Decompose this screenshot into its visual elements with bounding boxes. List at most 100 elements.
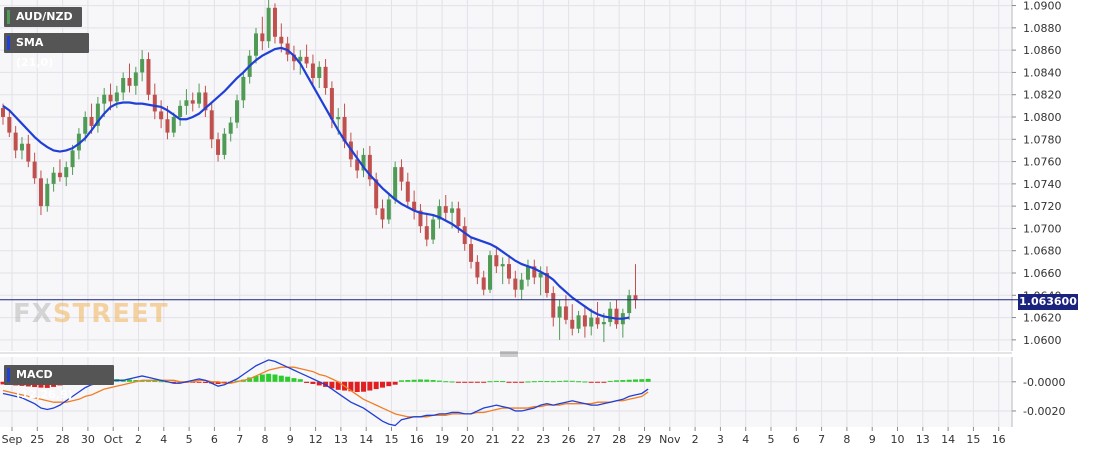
candle-body <box>310 63 315 78</box>
price-y-tick-label: 1.0600 <box>1023 334 1062 347</box>
candle-body <box>95 103 100 126</box>
candle-body <box>513 278 518 290</box>
macd-histogram-bar <box>329 381 335 389</box>
x-tick-label: 5 <box>768 433 775 446</box>
candle-body <box>260 33 265 42</box>
candle-body <box>235 100 240 123</box>
macd-histogram-bar <box>278 375 284 382</box>
x-tick-label: 14 <box>359 433 373 446</box>
macd-signal-line <box>2 366 649 418</box>
macd-histogram-bar <box>430 380 436 382</box>
macd-histogram-bar <box>557 380 563 382</box>
candle-body <box>582 315 587 327</box>
candle-body <box>462 226 467 245</box>
candle-body <box>298 56 303 62</box>
x-tick-label: 28 <box>56 433 70 446</box>
candle-body <box>38 178 43 207</box>
candle-body <box>279 36 284 44</box>
macd-histogram-bar <box>462 381 468 383</box>
x-axis: Sep 25 28 30 Oct 2 4 5 6 7 8 9 12 13 14 15 16 19 20 21 22 23 2… <box>2 427 1006 446</box>
macd-histogram-bar <box>506 381 512 383</box>
candle-body <box>222 133 227 155</box>
macd-histogram-bar <box>316 381 322 386</box>
macd-histogram-bar <box>221 381 227 384</box>
x-tick-label: 7 <box>236 433 243 446</box>
macd-histogram-bar <box>398 380 404 382</box>
price-y-tick-label: 1.0680 <box>1023 245 1062 258</box>
x-tick-label: 8 <box>843 433 850 446</box>
candle-body <box>133 72 138 86</box>
x-tick-label: 16 <box>410 433 424 446</box>
candle-body <box>317 66 322 78</box>
macd-histogram-bar <box>348 381 354 392</box>
price-y-tick-label: 1.0840 <box>1023 66 1062 79</box>
x-tick-label: 27 <box>587 433 601 446</box>
candle-body <box>494 255 499 267</box>
grid-lines <box>0 0 1012 427</box>
macd-histogram-bar <box>633 379 638 382</box>
candle-body <box>336 117 341 120</box>
macd-histogram-bar <box>538 380 544 382</box>
candle-body <box>488 255 493 290</box>
x-tick-label: 22 <box>511 433 525 446</box>
macd-panel-background <box>0 357 1012 427</box>
macd-histogram-bar <box>455 381 461 383</box>
candle-body <box>557 306 562 318</box>
macd-histogram-bar <box>525 381 531 383</box>
candle-body <box>32 161 37 179</box>
candle-body <box>171 117 176 133</box>
candle-body <box>266 7 271 42</box>
candle-body <box>184 100 189 106</box>
macd-histogram-bar <box>417 379 423 382</box>
candle-body <box>374 179 379 209</box>
x-tick-label: 3 <box>717 433 724 446</box>
symbol-legend[interactable]: AUD/NZD <box>4 7 82 27</box>
sma-legend[interactable]: SMA (21,0) <box>4 33 89 69</box>
x-tick-label: 4 <box>160 433 167 446</box>
x-tick-label: Sep <box>2 433 23 446</box>
candle-body <box>140 59 145 73</box>
candle-body <box>424 226 429 240</box>
macd-histogram-bar <box>411 379 417 382</box>
x-tick-label: 13 <box>334 433 348 446</box>
candle-body <box>272 7 277 37</box>
macd-histogram-bar <box>531 381 537 383</box>
candle-body <box>367 154 372 180</box>
x-tick-label: 5 <box>186 433 193 446</box>
candle-body <box>159 111 164 120</box>
x-tick-label: 4 <box>742 433 749 446</box>
macd-histogram-bar <box>202 381 208 383</box>
price-y-tick-label: 1.0660 <box>1023 267 1062 280</box>
candle-body <box>393 167 398 200</box>
price-y-tick-label: 1.0860 <box>1023 44 1062 57</box>
candle-body <box>121 78 126 93</box>
macd-histogram-bar <box>361 381 367 392</box>
macd-histogram-bar <box>247 377 253 382</box>
price-y-tick-label: 1.0720 <box>1023 200 1062 213</box>
x-tick-label: 30 <box>81 433 95 446</box>
x-tick-label: 10 <box>891 433 905 446</box>
candle-body <box>197 92 202 104</box>
fxstreet-logo-watermark: FXSTREET <box>13 299 169 329</box>
macd-histogram-bar <box>569 380 575 382</box>
macd-histogram-bar <box>285 376 291 382</box>
candle-body <box>323 66 328 89</box>
candle-body <box>291 54 296 62</box>
candle-body <box>500 264 505 267</box>
macd-histogram-bar <box>405 380 411 382</box>
macd-histogram-bar <box>259 374 265 382</box>
candle-body <box>538 273 543 278</box>
macd-histogram-bar <box>487 381 493 383</box>
candle-body <box>627 295 632 314</box>
symbol-legend-label: AUD/NZD <box>16 10 73 23</box>
last-price-tag: 1.063600 <box>1018 294 1078 310</box>
macd-legend[interactable]: MACD (12,26,9) <box>4 365 114 401</box>
macd-histogram-bar <box>626 379 632 382</box>
x-tick-label: 14 <box>941 433 955 446</box>
candle-body <box>443 206 448 213</box>
macd-histogram-bar <box>601 381 607 383</box>
macd-histogram-bar <box>392 381 398 385</box>
x-tick-label: 9 <box>287 433 294 446</box>
candle-body <box>431 219 436 240</box>
